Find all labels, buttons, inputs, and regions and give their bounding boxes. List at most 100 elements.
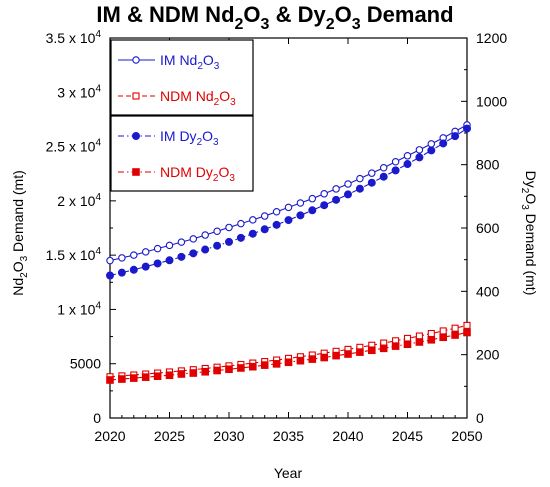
data-point [284, 358, 293, 367]
data-point [308, 355, 317, 363]
data-point [296, 199, 305, 207]
data-point [332, 195, 341, 204]
series-2 [106, 124, 471, 280]
y2-axis-label: Dy2O3 Demand (mt) [519, 171, 539, 296]
data-point [463, 321, 471, 329]
y2-tick-label: 0 [476, 410, 484, 426]
y2-tick-label: 800 [476, 157, 500, 173]
data-point [213, 366, 221, 375]
x-tick-label: 2025 [154, 428, 185, 444]
series-1 [106, 321, 471, 381]
data-point [451, 331, 459, 339]
data-point [451, 324, 459, 332]
data-point [367, 346, 376, 355]
data-point [260, 212, 269, 220]
data-point [248, 362, 257, 371]
data-point [118, 254, 126, 262]
data-point [427, 335, 436, 344]
data-point [225, 223, 233, 232]
data-point [439, 333, 447, 342]
x-tick-label: 2045 [392, 428, 423, 444]
data-point [153, 372, 162, 380]
data-point [272, 220, 281, 229]
y-axis-left: 0 5000 1 x 104 1.5 x 104 2 x 104 2.5 x 104 3 x… [46, 29, 116, 426]
data-point [225, 365, 233, 374]
data-point [344, 180, 352, 188]
data-point [427, 140, 436, 148]
data-point [320, 201, 329, 210]
data-point [403, 340, 412, 349]
series-line [109, 324, 468, 378]
data-point [248, 229, 257, 238]
data-point [201, 231, 209, 239]
legend-entry: NDM Nd2O3 [118, 88, 236, 108]
data-point [296, 356, 305, 365]
legend-entry: IM Nd2O3 [118, 52, 220, 72]
data-point [189, 249, 198, 258]
data-point [284, 203, 293, 212]
data-point [177, 238, 186, 246]
y-axis-right: 0 200 400 600 800 1000 1200 [461, 30, 507, 426]
data-point [249, 216, 257, 224]
data-point [391, 342, 400, 350]
data-point [106, 376, 114, 384]
y-tick-label: 1 x 104 [57, 300, 101, 317]
data-point [355, 184, 364, 193]
legend-label: NDM Nd2O3 [160, 88, 236, 108]
data-point [427, 146, 436, 155]
y-tick-label: 1.5 x 104 [46, 246, 102, 263]
data-point [415, 153, 424, 162]
legend-label: IM Nd2O3 [160, 52, 220, 72]
data-point [224, 237, 233, 246]
legend-box-bottom [110, 115, 254, 192]
data-point [379, 344, 388, 353]
data-point [379, 163, 388, 172]
y-tick-label: 3 x 104 [57, 83, 101, 100]
data-point [201, 367, 210, 376]
legend-box-top [110, 39, 254, 116]
x-axis-label: Year [274, 465, 303, 481]
data-point [320, 353, 328, 362]
y2-tick-label: 1000 [476, 93, 507, 109]
data-point [260, 361, 269, 369]
data-point [237, 364, 245, 372]
data-point [272, 207, 281, 216]
data-point [141, 373, 150, 381]
data-point [356, 174, 364, 183]
data-point [332, 185, 340, 193]
series-layer [106, 121, 471, 384]
data-point [129, 265, 138, 274]
legend-marker [132, 168, 140, 176]
data-point [165, 256, 174, 265]
y-tick-label: 2 x 104 [57, 192, 101, 209]
data-point [462, 124, 471, 133]
x-tick-label: 2030 [213, 428, 244, 444]
y2-tick-label: 600 [476, 220, 500, 236]
x-axis: 2020 2025 2030 2035 2040 2045 2050 [94, 38, 483, 444]
legend-marker [132, 56, 140, 64]
legend-marker [132, 92, 140, 100]
data-point [343, 190, 352, 199]
y-tick-label: 0 [93, 410, 101, 426]
data-point [356, 348, 364, 356]
data-point [463, 328, 471, 337]
data-point [367, 178, 376, 187]
y-tick-label: 5000 [70, 356, 101, 372]
data-point [177, 370, 186, 378]
x-tick-label: 2050 [451, 428, 482, 444]
data-point [391, 166, 400, 175]
x-tick-label: 2035 [273, 428, 304, 444]
data-point [415, 332, 423, 340]
series-0 [106, 121, 471, 265]
data-point [165, 371, 174, 380]
data-point [272, 360, 281, 368]
y-tick-label: 3.5 x 104 [46, 29, 102, 46]
data-point [415, 146, 424, 154]
legend-entry: IM Dy2O3 [118, 128, 219, 148]
data-point [213, 241, 222, 250]
data-point [189, 235, 198, 243]
data-point [130, 251, 138, 259]
data-point [439, 327, 447, 335]
data-point [129, 374, 138, 382]
